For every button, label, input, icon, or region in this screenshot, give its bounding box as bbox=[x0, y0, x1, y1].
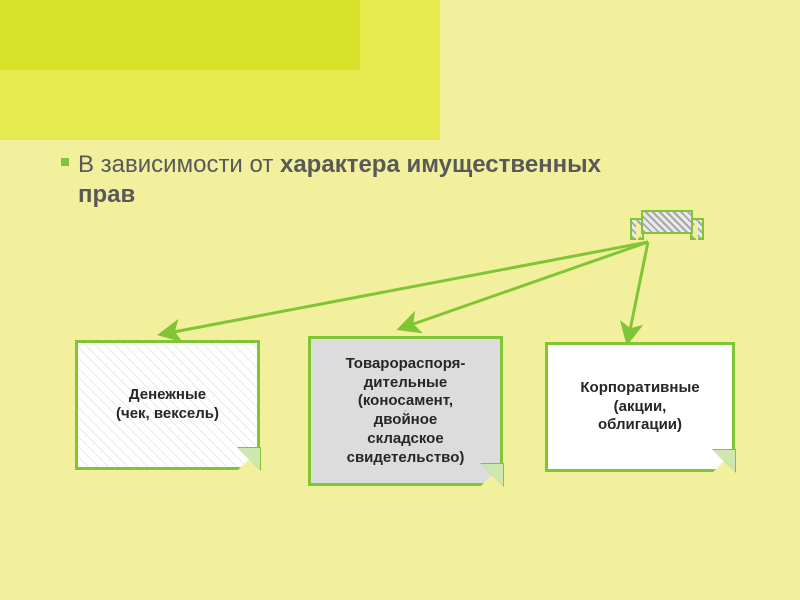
box-text-money: Денежные(чек, вексель) bbox=[116, 386, 219, 424]
fold-flap-money bbox=[238, 448, 260, 470]
box-corp: Корпоративные(акции,облигации) bbox=[545, 342, 735, 472]
box-goods: Товарораспоря-дительные(коносамент,двойн… bbox=[308, 336, 503, 486]
title-prefix: В зависимости от bbox=[78, 151, 280, 178]
box-wrap-goods: Товарораспоря-дительные(коносамент,двойн… bbox=[308, 336, 503, 486]
box-wrap-money: Денежные(чек, вексель) bbox=[75, 340, 260, 470]
title: В зависимости от характера имущественных… bbox=[78, 150, 638, 210]
ribbon-icon bbox=[630, 210, 704, 248]
box-money: Денежные(чек, вексель) bbox=[75, 340, 260, 470]
fold-flap-goods bbox=[481, 464, 503, 486]
box-text-corp: Корпоративные(акции,облигации) bbox=[580, 379, 699, 435]
title-bullet-icon bbox=[61, 158, 69, 166]
box-text-goods: Товарораспоря-дительные(коносамент,двойн… bbox=[346, 355, 466, 468]
bg-accent-2 bbox=[0, 0, 360, 70]
fold-flap-corp bbox=[713, 450, 735, 472]
box-wrap-corp: Корпоративные(акции,облигации) bbox=[545, 342, 735, 472]
ribbon-center bbox=[641, 210, 693, 234]
